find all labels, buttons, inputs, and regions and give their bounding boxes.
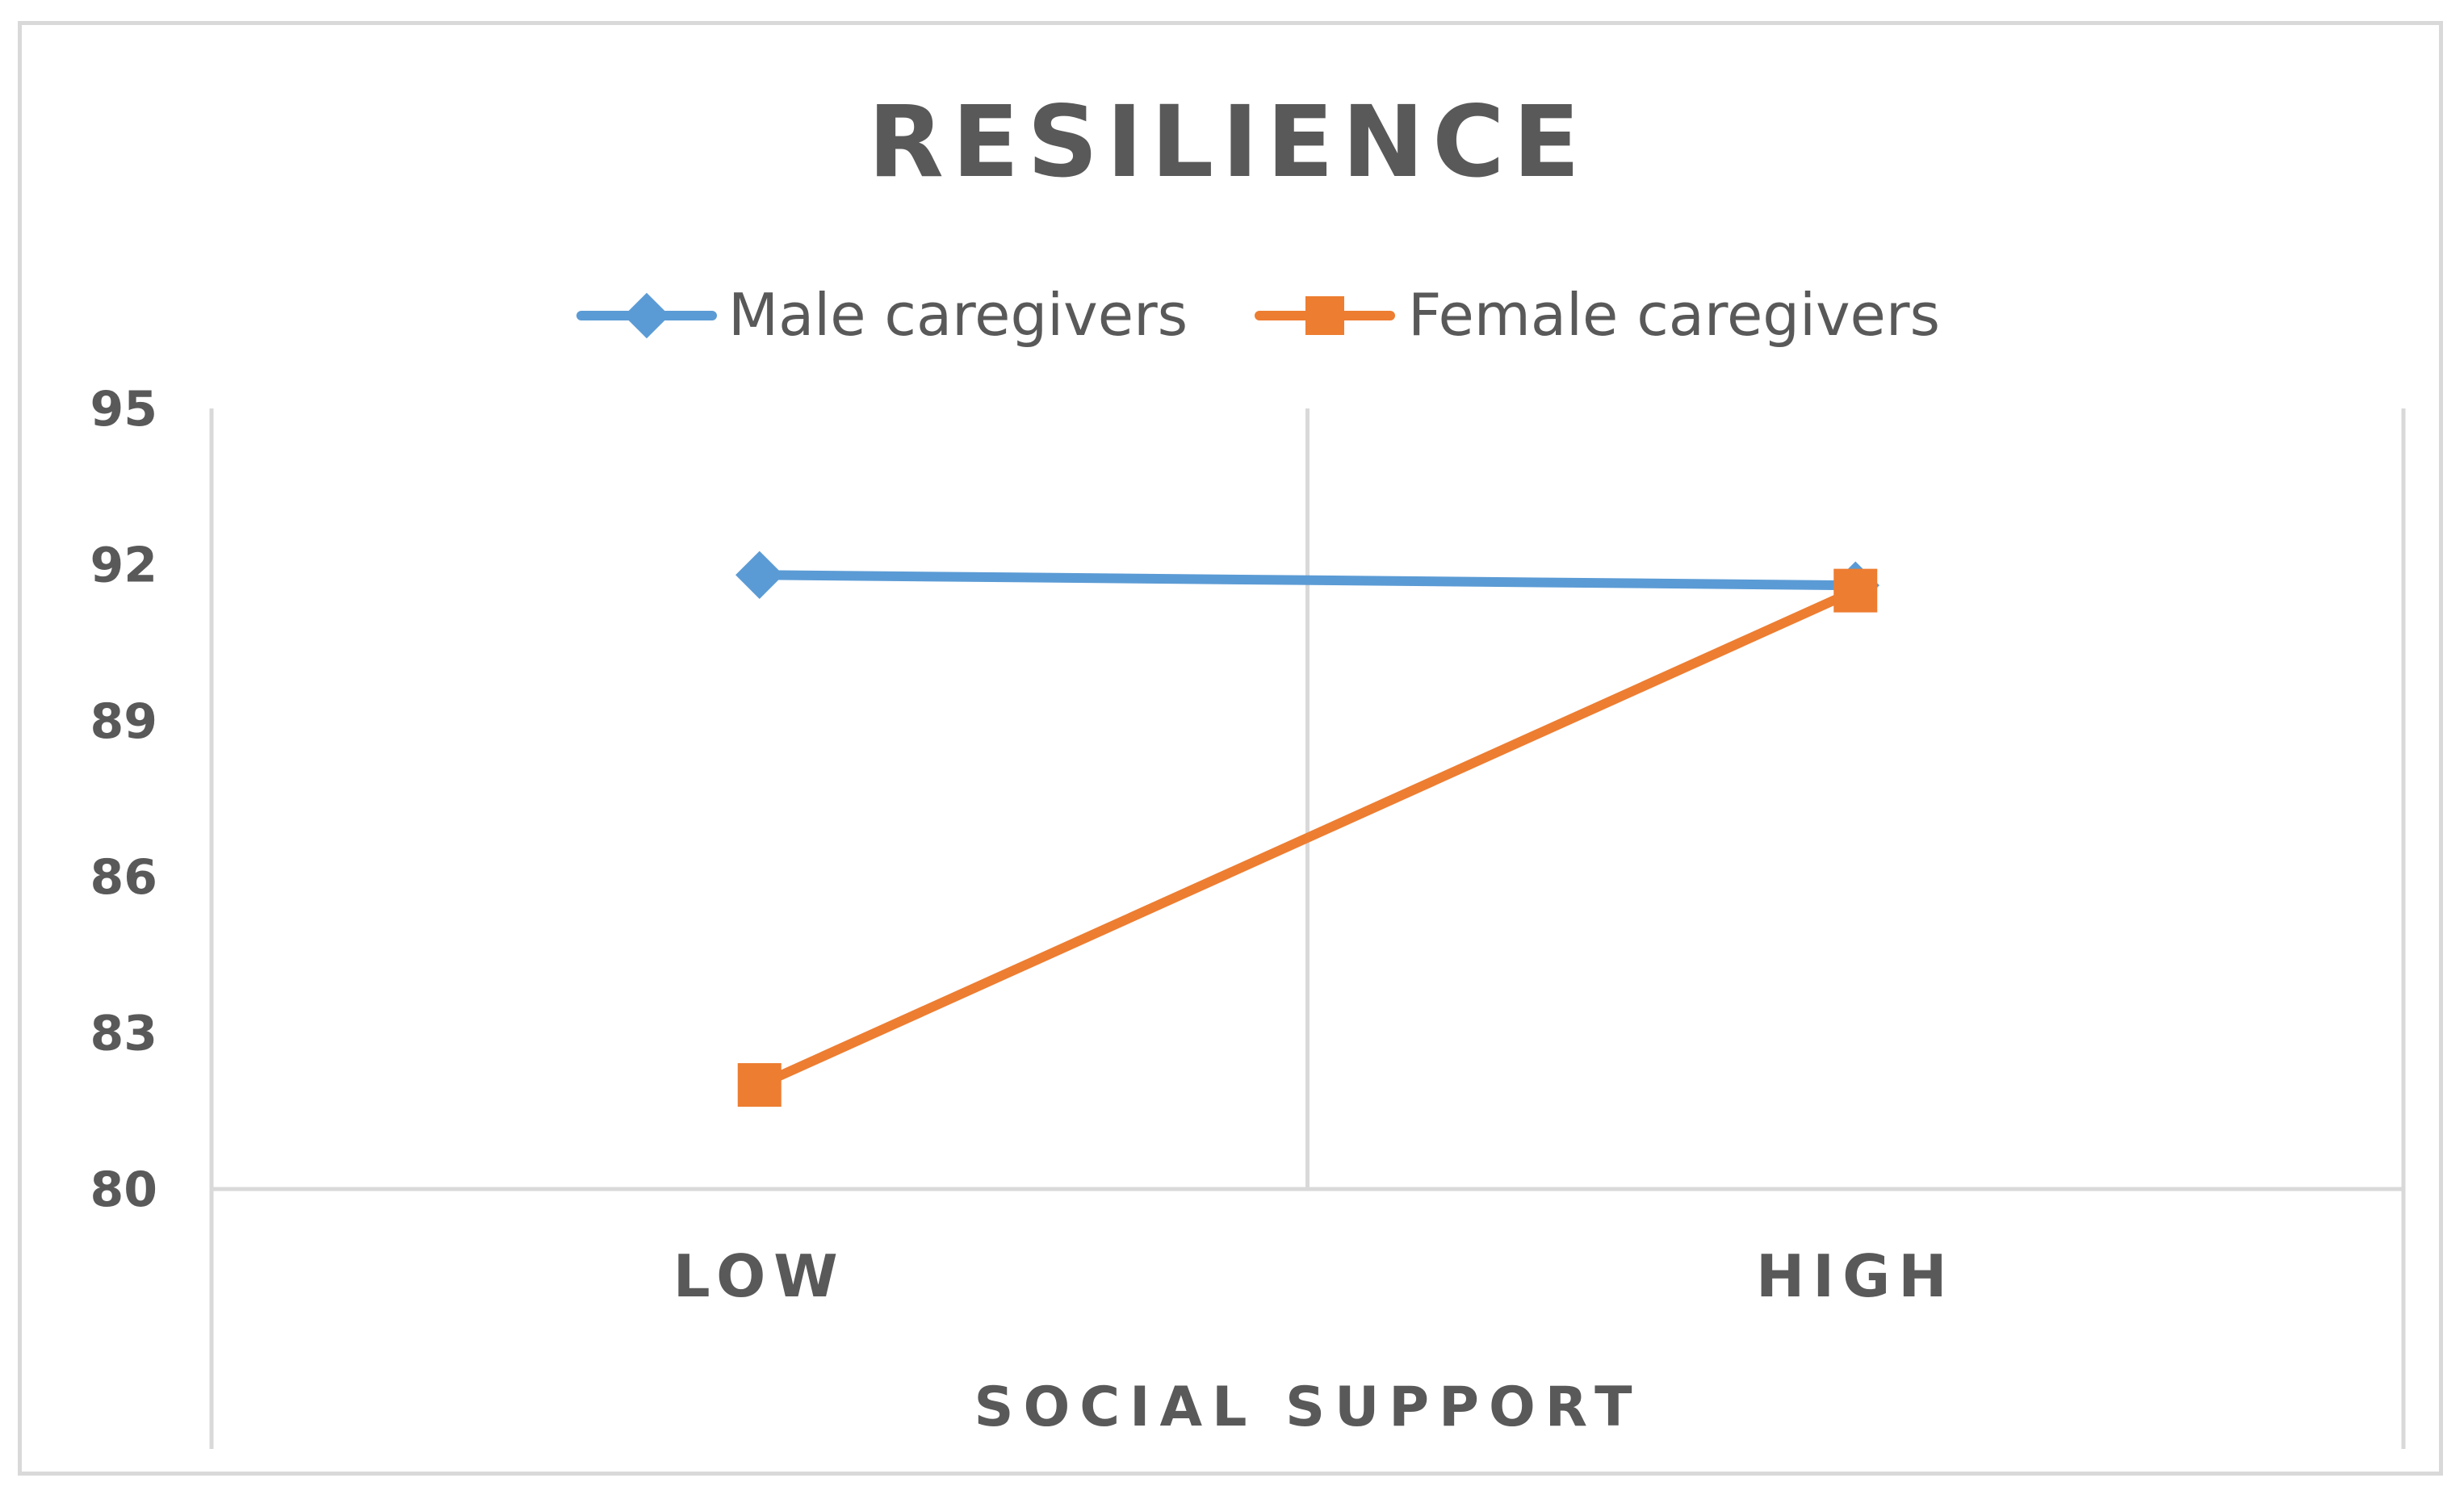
diamond-marker-icon [623, 292, 670, 339]
x-tick-label: HIGH [1756, 1242, 1955, 1310]
data-point-square [737, 1063, 782, 1108]
y-tick-label: 89 [90, 693, 158, 750]
data-point-square [1833, 568, 1878, 613]
series-female-caregivers [737, 568, 1878, 1108]
x-axis-title: SOCIAL SUPPORT [974, 1375, 1642, 1439]
data-point-diamond [735, 551, 784, 599]
y-tick-label: 92 [90, 537, 158, 593]
series [735, 551, 1879, 1108]
legend-item-male: Male caregivers [576, 281, 1188, 349]
legend-label-male: Male caregivers [728, 281, 1188, 349]
y-tick-label: 86 [90, 849, 158, 906]
y-tick-label: 83 [90, 1006, 158, 1062]
x-tick-label: LOW [673, 1242, 846, 1310]
y-tick-label: 80 [90, 1162, 158, 1218]
square-marker-icon [1305, 296, 1344, 335]
chart-title: RESILIENCE [868, 85, 1588, 199]
y-tick-label: 95 [90, 381, 158, 438]
y-axis-ticks: 95 92 89 86 83 80 [90, 381, 158, 1218]
series-line [754, 570, 1861, 591]
x-axis-ticks: LOW HIGH [673, 1242, 1955, 1310]
chart-frame [18, 21, 2443, 1476]
series-line [754, 585, 1861, 1091]
legend-item-female: Female caregivers [1255, 281, 1940, 349]
legend: Male caregivers Female caregivers [576, 281, 1940, 349]
grid [209, 408, 2406, 1449]
legend-label-female: Female caregivers [1408, 281, 1940, 349]
